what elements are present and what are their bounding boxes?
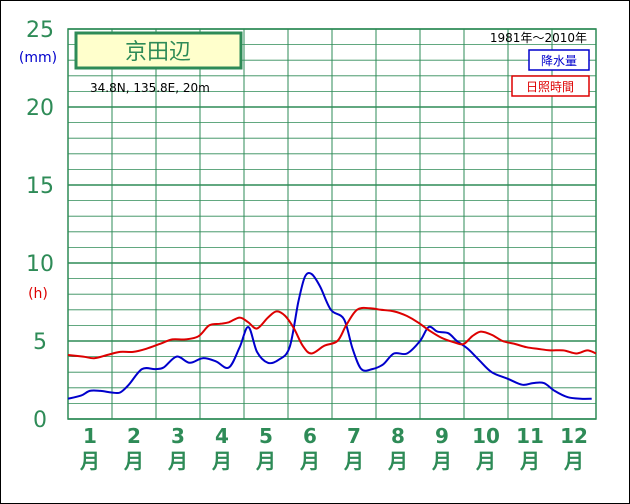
sunshine-line <box>67 306 597 360</box>
month-unit-label: 月 <box>123 449 144 473</box>
month-number-label: 10 <box>472 424 500 448</box>
unit-h: (h) <box>28 286 48 302</box>
period-label: 1981年～2010年 <box>490 31 587 45</box>
series-layer <box>67 272 597 400</box>
y-tick-label: 5 <box>33 330 47 355</box>
y-tick-label: 20 <box>26 96 54 121</box>
month-unit-label: 月 <box>343 449 364 473</box>
month-number-label: 1 <box>83 424 97 448</box>
month-number-label: 12 <box>560 424 588 448</box>
month-unit-label: 月 <box>519 449 540 473</box>
y-tick-label: 0 <box>33 408 47 433</box>
y-tick-label: 15 <box>26 174 54 199</box>
grid <box>67 28 597 420</box>
month-unit-label: 月 <box>299 449 320 473</box>
month-number-label: 11 <box>516 424 544 448</box>
legend-sunshine-box <box>511 75 590 97</box>
y-tick-label: 10 <box>26 252 54 277</box>
legend-precip-box <box>528 49 590 71</box>
plot-border <box>67 28 597 420</box>
unit-mm: (mm) <box>19 50 57 66</box>
month-number-label: 2 <box>127 424 141 448</box>
month-number-label: 4 <box>215 424 229 448</box>
month-unit-label: 月 <box>431 449 452 473</box>
month-number-label: 7 <box>347 424 361 448</box>
title-box <box>74 31 243 70</box>
month-unit-label: 月 <box>475 449 496 473</box>
legend-precip-label: 降水量 <box>541 54 577 68</box>
chart-title: 京田辺 <box>125 40 191 65</box>
month-unit-label: 月 <box>211 449 232 473</box>
precipitation-line <box>67 272 592 400</box>
month-unit-label: 月 <box>167 449 188 473</box>
month-number-label: 8 <box>391 424 405 448</box>
location-label: 34.8N, 135.8E, 20m <box>90 81 210 95</box>
y-tick-label: 25 <box>26 18 54 43</box>
month-number-label: 6 <box>303 424 317 448</box>
month-number-label: 3 <box>171 424 185 448</box>
month-unit-label: 月 <box>563 449 584 473</box>
month-number-label: 5 <box>259 424 273 448</box>
month-unit-label: 月 <box>255 449 276 473</box>
month-unit-label: 月 <box>79 449 100 473</box>
legend-sunshine-label: 日照時間 <box>526 80 574 94</box>
month-unit-label: 月 <box>387 449 408 473</box>
month-number-label: 9 <box>435 424 449 448</box>
